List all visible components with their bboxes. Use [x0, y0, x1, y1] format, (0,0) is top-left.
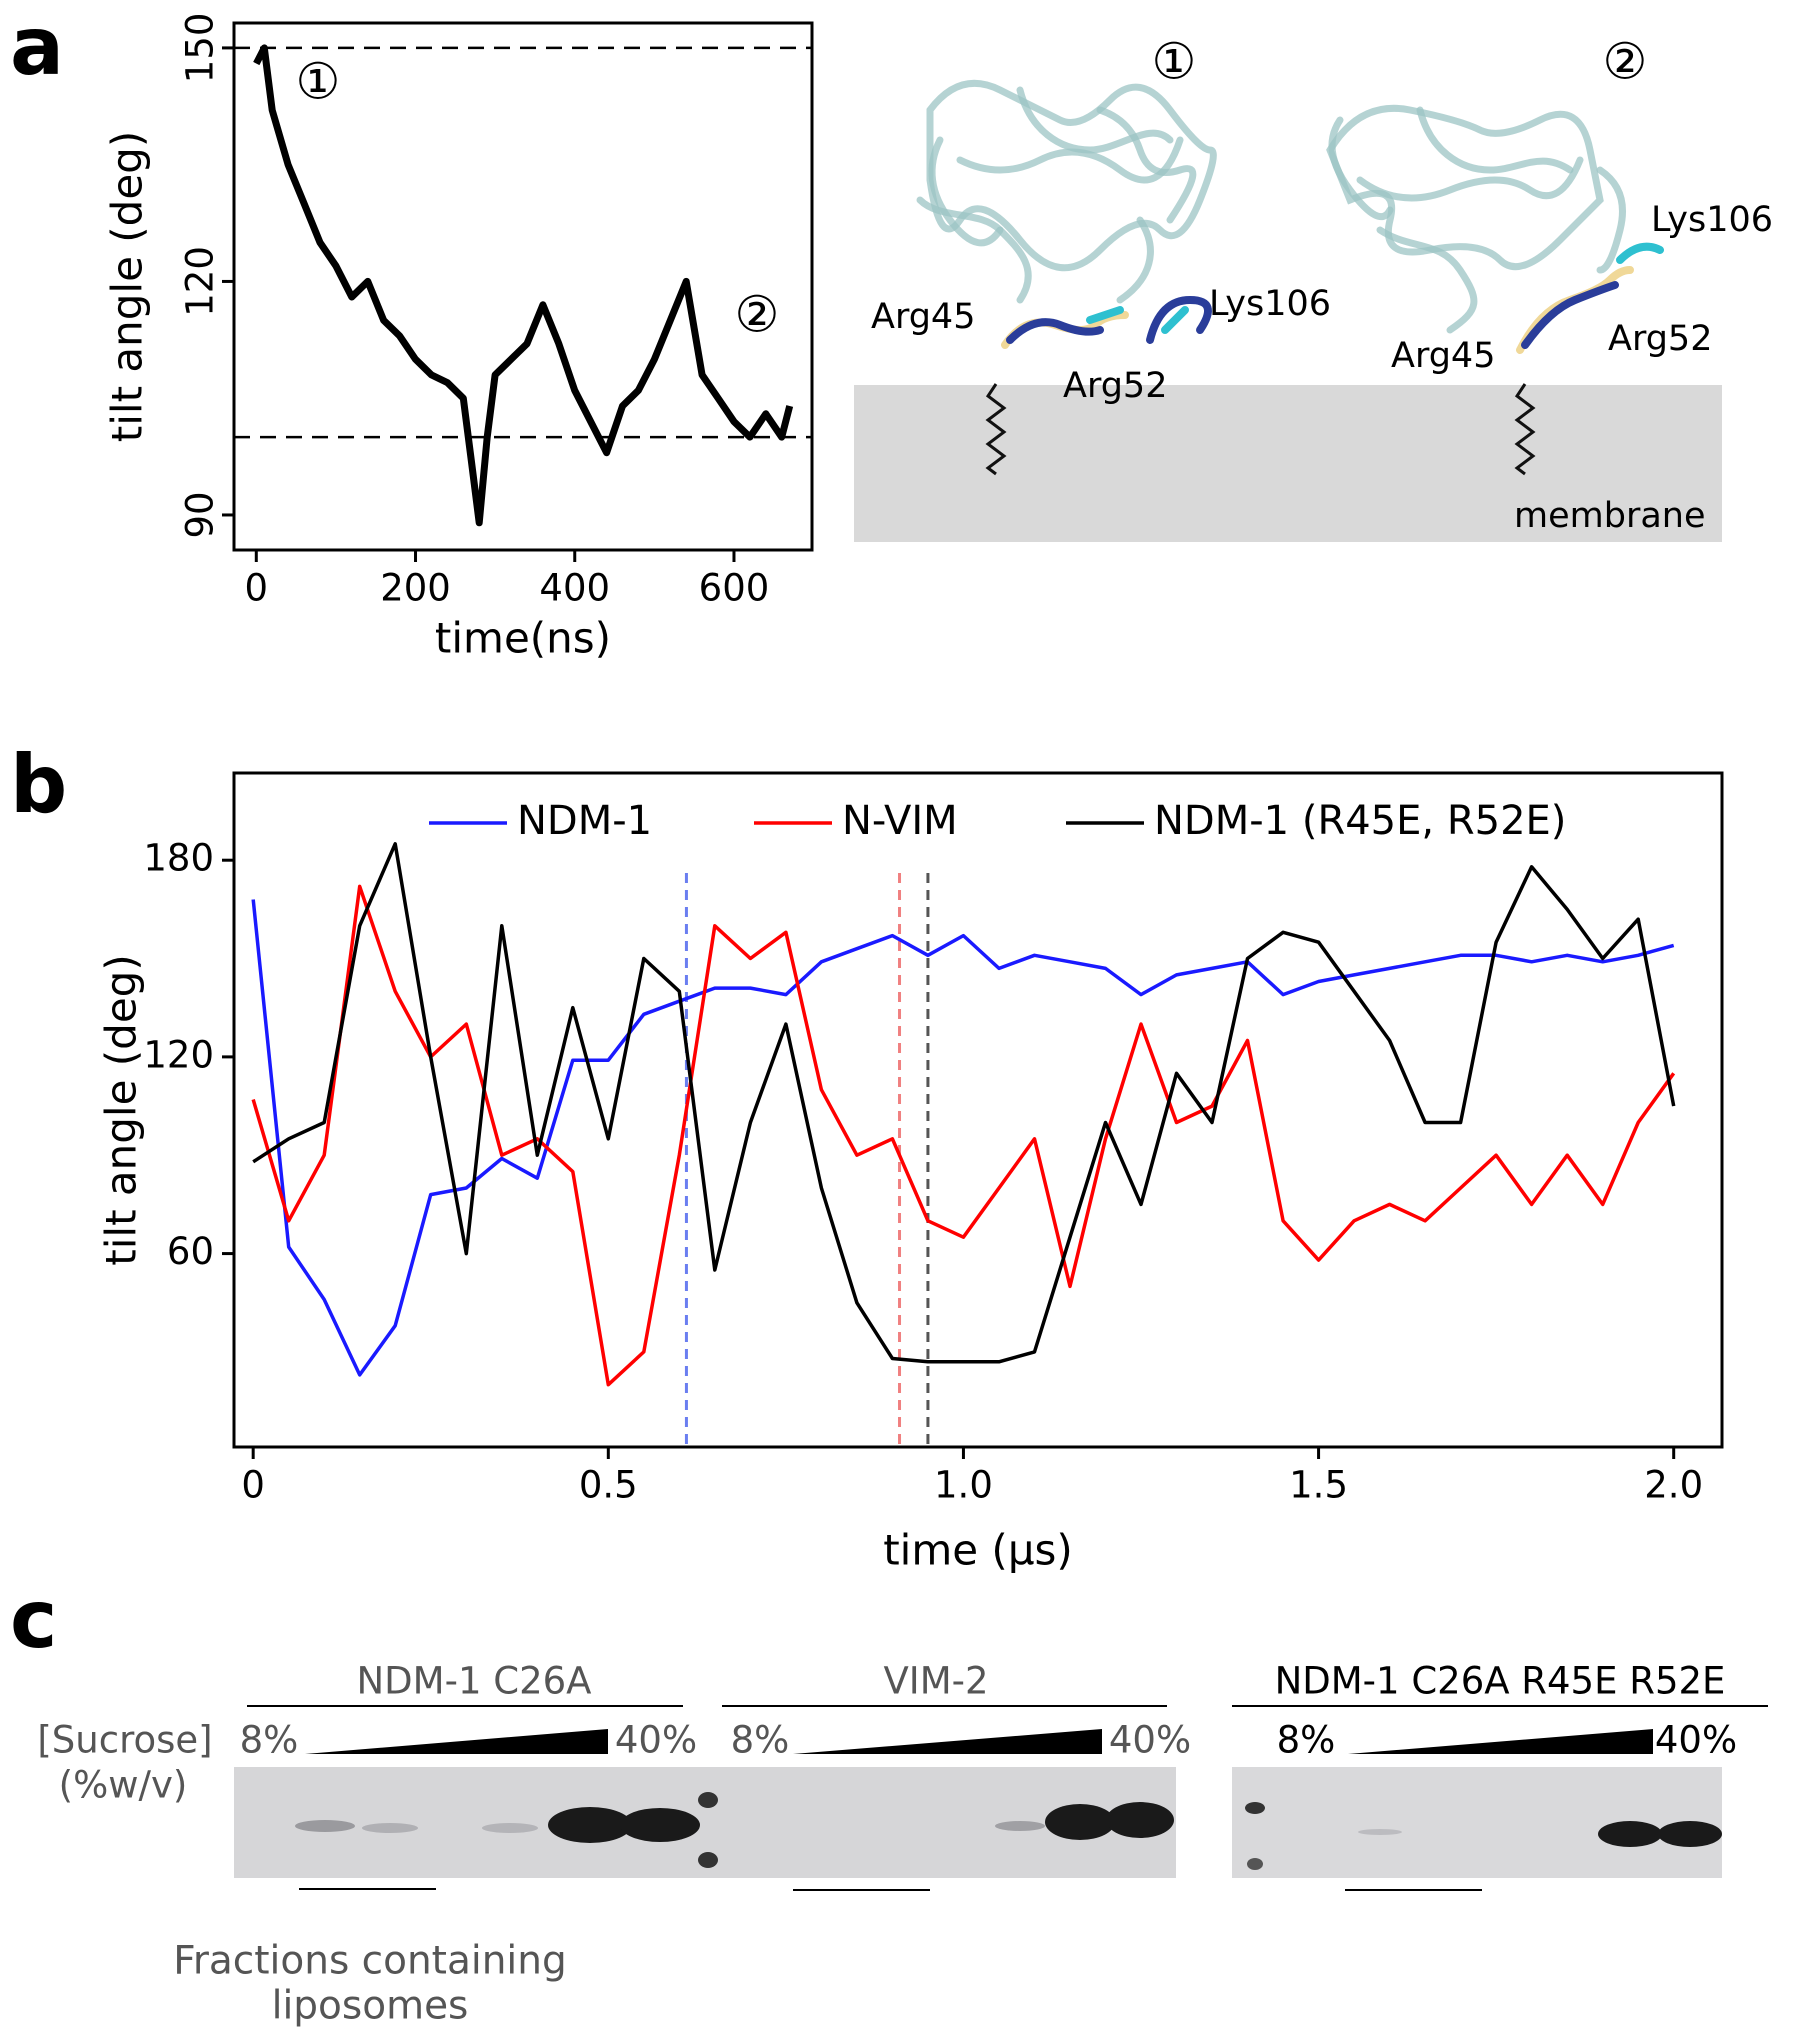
units-label: (%w/v)	[59, 1764, 188, 1807]
residue-label: Lys106	[1209, 284, 1331, 324]
high-label: 40%	[1109, 1719, 1191, 1762]
note: Fractions containing	[173, 1939, 566, 1984]
x-tick-label: 2.0	[1644, 1464, 1703, 1507]
panel-label: a	[10, 0, 64, 93]
residue-label: Arg52	[1608, 319, 1712, 359]
y-tick-label: 150	[179, 13, 222, 84]
residue-label: Arg45	[871, 297, 975, 337]
sucrose-label: [Sucrose]	[37, 1719, 212, 1762]
high-label: 40%	[615, 1719, 697, 1762]
gradient-wedge	[305, 1729, 608, 1754]
note: liposomes	[272, 1984, 469, 2029]
series-line	[252, 842, 1676, 1364]
anchors	[985, 383, 1536, 476]
legend-label: N-VIM	[842, 798, 958, 844]
protein-2	[1326, 104, 1626, 334]
gel-image	[1232, 1767, 1722, 1878]
group-name: VIM-2	[883, 1660, 988, 1703]
x-tick-label: 200	[380, 567, 451, 610]
series-line	[251, 884, 1676, 1387]
y-tick-label: 120	[179, 246, 222, 317]
x-axis-label: time (µs)	[883, 1526, 1073, 1575]
x-tick-label: 0.5	[579, 1464, 638, 1507]
high-label: 40%	[1655, 1719, 1737, 1762]
membrane-label: membrane	[1514, 496, 1706, 536]
plot-frame	[232, 771, 1724, 1449]
low-label: 8%	[1277, 1719, 1336, 1762]
state-marker: ②	[1603, 33, 1648, 91]
panel-label: b	[10, 738, 67, 831]
low-label: 8%	[240, 1719, 299, 1762]
state-marker: ①	[1152, 33, 1197, 91]
x-tick-label: 0	[241, 1464, 265, 1507]
series-line	[253, 44, 794, 527]
y-tick-label: 120	[143, 1033, 214, 1076]
annotation: ②	[735, 286, 780, 344]
residue-label: Arg52	[1063, 366, 1167, 406]
gel-bands	[295, 1792, 1722, 1870]
structures: ① Arg45 Lys106 Arg52 ② Lys106 Arg45 Arg5…	[854, 33, 1773, 542]
legend-label: NDM-1 (R45E, R52E)	[1154, 798, 1566, 844]
gradient-wedge	[793, 1729, 1102, 1754]
x-tick-label: 0	[245, 567, 269, 610]
annotation: ①	[296, 53, 341, 111]
y-axis-label: tilt angle (deg)	[103, 131, 152, 442]
loops	[1001, 242, 1664, 354]
y-tick-label: 180	[143, 837, 214, 880]
protein-1	[916, 79, 1217, 304]
y-axis-label: tilt angle (deg)	[97, 954, 146, 1265]
low-label: 8%	[731, 1719, 790, 1762]
gel-panel: NDM-1 C26A VIM-2 NDM-1 C26A R45E R52E [S…	[37, 1660, 1768, 2029]
group-name: NDM-1 C26A	[357, 1660, 592, 1703]
x-axis-label: time(ns)	[435, 614, 611, 663]
panel-label: c	[10, 1573, 57, 1666]
plot-frame	[232, 21, 814, 552]
legend-label: NDM-1	[517, 798, 652, 844]
y-tick-label: 90	[179, 491, 222, 538]
y-tick-label: 60	[167, 1230, 214, 1273]
x-tick-label: 1.5	[1289, 1464, 1348, 1507]
x-tick-label: 400	[539, 567, 610, 610]
series-line	[251, 899, 1675, 1377]
x-tick-label: 1.0	[934, 1464, 993, 1507]
x-tick-label: 600	[699, 567, 770, 610]
residue-label: Lys106	[1651, 200, 1773, 240]
residue-label: Arg45	[1391, 336, 1495, 376]
group-name: NDM-1 C26A R45E R52E	[1275, 1660, 1726, 1703]
gradient-wedge	[1348, 1729, 1653, 1754]
